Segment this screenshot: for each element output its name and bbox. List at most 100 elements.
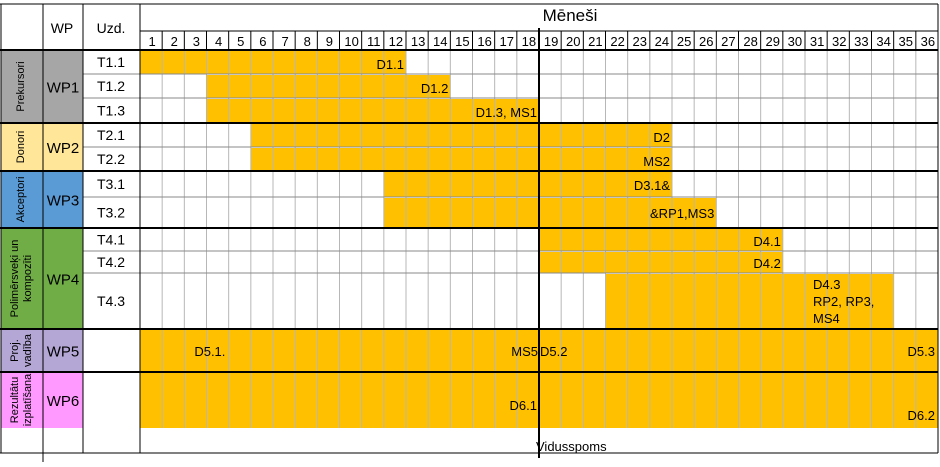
- months-title: Mēneši: [543, 6, 598, 25]
- month-label: 5: [237, 34, 244, 49]
- month-label: 24: [655, 34, 669, 49]
- wp-id-cell: [43, 329, 83, 372]
- task-bar: [383, 172, 672, 197]
- deliverable-label: MS5: [511, 344, 538, 359]
- deliverable-label: D2: [653, 130, 670, 145]
- wp-id-cell: [43, 372, 83, 428]
- wp-id-cell: [43, 171, 83, 228]
- deliverable-label: D5.3: [908, 344, 935, 359]
- deliverable-label: D5.2: [540, 344, 567, 359]
- deliverable-label: D1.1: [377, 57, 404, 72]
- deliverable-label: MS2: [643, 154, 670, 169]
- wp-name-vertical: Polimērsveķi unkompozīti: [9, 240, 34, 318]
- month-label: 19: [544, 34, 558, 49]
- month-label: 17: [500, 34, 514, 49]
- month-label: 30: [788, 34, 802, 49]
- month-label: 9: [326, 34, 333, 49]
- month-label: 34: [876, 34, 890, 49]
- deliverable-label: &RP1,MS3: [650, 206, 714, 221]
- wp-name-cell: [1, 372, 43, 428]
- month-label: 16: [477, 34, 491, 49]
- wp-id-label: WP4: [47, 272, 80, 289]
- month-label: 3: [193, 34, 200, 49]
- month-label: 36: [921, 34, 935, 49]
- task-bar: [250, 124, 673, 147]
- task-id: T4.2: [97, 254, 125, 270]
- month-label: 7: [281, 34, 288, 49]
- wp-name-cell: [1, 171, 43, 228]
- wp-id-label: WP1: [47, 80, 80, 97]
- month-label: 1: [148, 34, 155, 49]
- wp-name-vertical: Donori: [15, 131, 27, 163]
- wp-name-vertical: Prekursori: [15, 61, 27, 111]
- month-label: 15: [455, 34, 469, 49]
- month-label: 21: [588, 34, 602, 49]
- task-column-header: Uzd.: [97, 20, 126, 36]
- task-id: T4.1: [97, 232, 125, 248]
- wp-name-cell: [1, 123, 43, 171]
- task-bar: [206, 75, 451, 98]
- wp-id-cell: [43, 50, 83, 123]
- month-label: 4: [215, 34, 222, 49]
- wp-name-vertical: Proj.vadība: [9, 333, 34, 367]
- task-id: T3.2: [97, 205, 125, 221]
- month-label: 22: [610, 34, 624, 49]
- wp-name-vertical: Akceptori: [15, 177, 27, 223]
- month-label: 33: [854, 34, 868, 49]
- month-label: 35: [899, 34, 913, 49]
- task-bar: [539, 229, 783, 251]
- task-bar: [250, 148, 673, 171]
- month-label: 13: [411, 34, 425, 49]
- wp-id-cell: [43, 123, 83, 171]
- deliverable-label: D4.2: [753, 256, 780, 271]
- month-label: 8: [304, 34, 311, 49]
- deliverable-label: D4.1: [753, 234, 780, 249]
- month-label: 28: [743, 34, 757, 49]
- task-bar: [539, 252, 783, 273]
- wp-name-cell: [1, 228, 43, 329]
- midterm-label: Vidusspoms: [536, 439, 607, 454]
- deliverable-label: RP2, RP3,: [813, 294, 874, 309]
- month-label: 12: [389, 34, 403, 49]
- wp-name-vertical: Rezultātuizplatīšana: [9, 373, 34, 426]
- deliverable-label: D4.3: [813, 277, 840, 292]
- month-label: 6: [259, 34, 266, 49]
- month-label: 11: [367, 34, 381, 49]
- wp-name-cell: [1, 329, 43, 372]
- month-label: 23: [633, 34, 647, 49]
- month-label: 27: [721, 34, 735, 49]
- month-label: 29: [766, 34, 780, 49]
- month-label: 25: [677, 34, 691, 49]
- month-label: 20: [566, 34, 580, 49]
- wp-id-label: WP5: [47, 344, 80, 361]
- wp-id-label: WP3: [47, 193, 80, 210]
- deliverable-label: D1.2: [421, 81, 448, 96]
- task-id: T1.3: [97, 103, 125, 119]
- month-label: 26: [699, 34, 713, 49]
- month-label: 10: [344, 34, 358, 49]
- month-label: 18: [522, 34, 536, 49]
- task-bar: [605, 274, 894, 329]
- deliverable-label: D3.1&: [634, 178, 670, 193]
- task-id: T2.2: [97, 151, 125, 167]
- deliverable-label: MS4: [813, 311, 840, 326]
- task-id: T1.1: [97, 54, 125, 70]
- task-id: T1.2: [97, 78, 125, 94]
- deliverable-label: D1.3, MS1: [476, 105, 537, 120]
- deliverable-label: D6.2: [908, 408, 935, 423]
- month-label: 14: [433, 34, 447, 49]
- wp-column-header: WP: [51, 20, 74, 36]
- task-id: T2.1: [97, 127, 125, 143]
- wp-id-label: WP6: [47, 393, 80, 410]
- month-label: 31: [810, 34, 824, 49]
- deliverable-label: D5.1.: [194, 344, 225, 359]
- deliverable-label: D6.1: [510, 398, 537, 413]
- wp-id-cell: [43, 228, 83, 329]
- task-id: T3.1: [97, 176, 125, 192]
- month-label: 2: [171, 34, 178, 49]
- month-label: 32: [832, 34, 846, 49]
- task-bar: [206, 99, 539, 123]
- task-bar: [383, 198, 717, 228]
- task-id: T4.3: [97, 293, 125, 309]
